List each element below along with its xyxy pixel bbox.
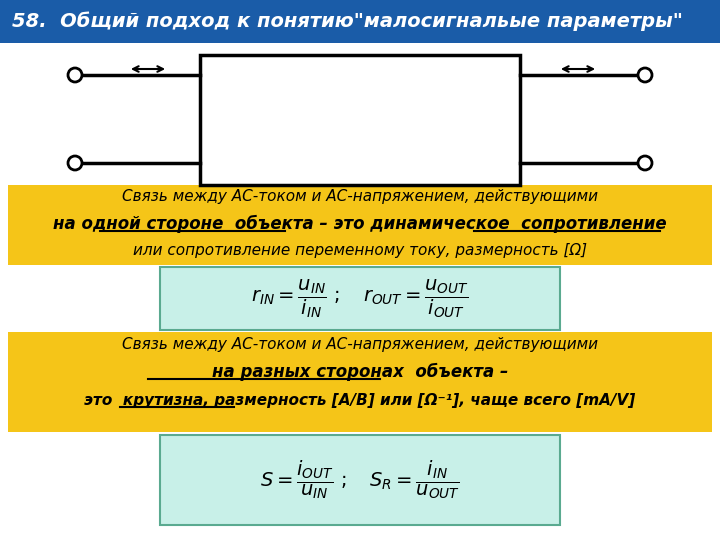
Text: на разных сторонах  объекта –: на разных сторонах объекта – bbox=[212, 363, 508, 381]
Bar bbox=[200, 55, 520, 185]
Bar bbox=[160, 435, 560, 525]
Circle shape bbox=[68, 156, 82, 170]
Circle shape bbox=[68, 68, 82, 82]
Circle shape bbox=[638, 156, 652, 170]
Circle shape bbox=[638, 68, 652, 82]
Text: Связь между АС-током и АС-напряжением, действующими: Связь между АС-током и АС-напряжением, д… bbox=[122, 188, 598, 204]
Text: $S = \dfrac{i_{OUT}}{u_{IN}}\ ;\ \ \ S_R = \dfrac{i_{IN}}{u_{OUT}}$: $S = \dfrac{i_{OUT}}{u_{IN}}\ ;\ \ \ S_R… bbox=[260, 458, 460, 501]
Bar bbox=[8, 332, 712, 432]
Text: $r_{IN} = \dfrac{u_{IN}}{i_{IN}}\ ;\ \ \ r_{OUT} = \dfrac{u_{OUT}}{i_{OUT}}$: $r_{IN} = \dfrac{u_{IN}}{i_{IN}}\ ;\ \ \… bbox=[251, 278, 469, 320]
Text: на одной стороне  объекта – это динамическое  сопротивление: на одной стороне объекта – это динамичес… bbox=[53, 215, 667, 233]
Text: это  крутизна, размерность [А/В] или [Ω⁻¹], чаще всего [mА/V]: это крутизна, размерность [А/В] или [Ω⁻¹… bbox=[84, 393, 636, 408]
Bar bbox=[160, 267, 560, 330]
Text: Связь между АС-током и АС-напряжением, действующими: Связь между АС-током и АС-напряжением, д… bbox=[122, 336, 598, 352]
Text: 58.  Общий подход к понятию"малосигнальые параметры": 58. Общий подход к понятию"малосигнальые… bbox=[12, 12, 683, 31]
Bar bbox=[0, 0, 720, 43]
Text: или сопротивление переменному току, размерность [Ω]: или сопротивление переменному току, разм… bbox=[133, 244, 587, 259]
Bar bbox=[8, 185, 712, 265]
